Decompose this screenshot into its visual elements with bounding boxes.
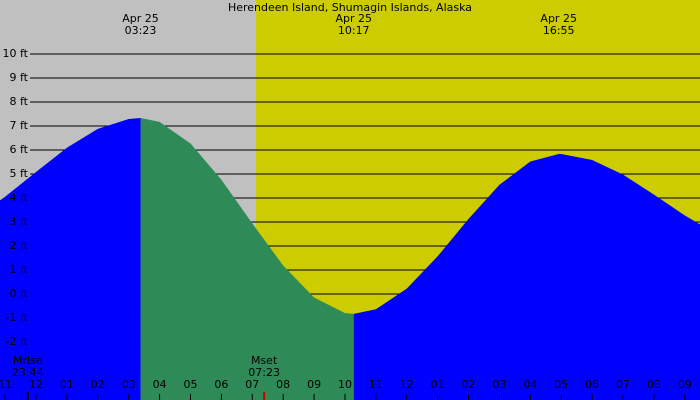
tide-time: 16:55 xyxy=(543,24,575,37)
x-tick-label: 09 xyxy=(678,378,692,391)
y-tick-label: 8 ft xyxy=(10,95,29,108)
x-tick-label: 03 xyxy=(122,378,136,391)
x-tick-label: 12 xyxy=(400,378,414,391)
y-tick-label: 9 ft xyxy=(10,71,29,84)
x-tick-label: 06 xyxy=(585,378,599,391)
x-tick-label: 01 xyxy=(60,378,74,391)
falling-tide xyxy=(140,118,354,400)
x-tick-label: 04 xyxy=(523,378,537,391)
x-tick-label: 01 xyxy=(431,378,445,391)
tide-date: Apr 25 xyxy=(122,12,159,25)
rising-tide xyxy=(353,154,700,400)
tide-date: Apr 25 xyxy=(540,12,577,25)
x-tick-label: 09 xyxy=(307,378,321,391)
y-tick-label: 6 ft xyxy=(10,143,29,156)
x-tick-label: 05 xyxy=(183,378,197,391)
moon-label: Mrise xyxy=(13,354,43,367)
y-tick-label: 10 ft xyxy=(3,47,29,60)
moon-label: Mset xyxy=(251,354,278,367)
y-tick-label: 5 ft xyxy=(10,167,29,180)
y-tick-label: 1 ft xyxy=(10,263,29,276)
y-tick-label: 7 ft xyxy=(10,119,29,132)
x-tick-label: 11 xyxy=(0,378,12,391)
rising-tide xyxy=(0,118,141,400)
y-tick-label: 4 ft xyxy=(10,191,29,204)
moon-time: 23:44 xyxy=(12,366,44,379)
x-tick-label: 03 xyxy=(492,378,506,391)
y-tick-label: -1 ft xyxy=(6,311,29,324)
x-tick-label: 02 xyxy=(91,378,105,391)
x-tick-label: 12 xyxy=(29,378,43,391)
x-tick-label: 02 xyxy=(462,378,476,391)
x-tick-label: 08 xyxy=(647,378,661,391)
x-tick-label: 07 xyxy=(616,378,630,391)
y-tick-label: 2 ft xyxy=(10,239,29,252)
x-tick-label: 08 xyxy=(276,378,290,391)
x-tick-label: 05 xyxy=(554,378,568,391)
y-tick-label: 3 ft xyxy=(10,215,29,228)
y-tick-label: 0 ft xyxy=(10,287,29,300)
tide-date: Apr 25 xyxy=(335,12,372,25)
x-tick-label: 07 xyxy=(245,378,259,391)
y-tick-label: -2 ft xyxy=(6,335,29,348)
x-tick-label: 11 xyxy=(369,378,383,391)
tide-time: 03:23 xyxy=(125,24,157,37)
x-tick-label: 10 xyxy=(338,378,352,391)
tide-time: 10:17 xyxy=(338,24,370,37)
chart-title: Herendeen Island, Shumagin Islands, Alas… xyxy=(228,1,472,14)
x-tick-label: 06 xyxy=(214,378,228,391)
x-tick-label: 04 xyxy=(153,378,167,391)
moon-time: 07:23 xyxy=(248,366,280,379)
